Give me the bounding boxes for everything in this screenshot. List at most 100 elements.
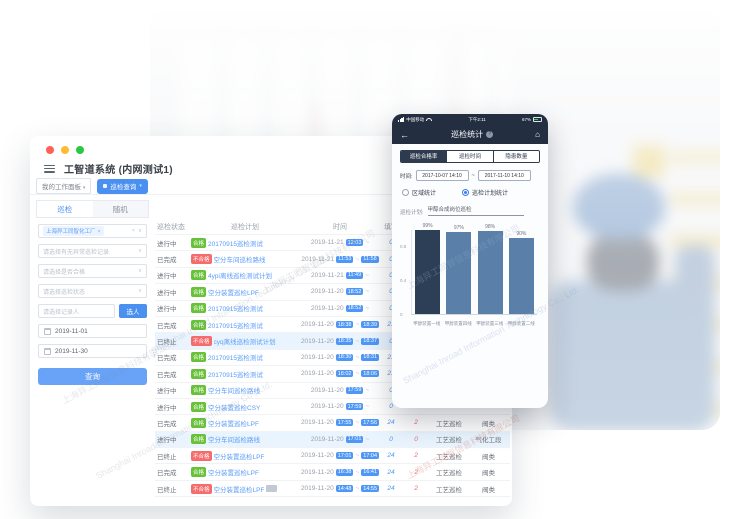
date-label: 2019-11-20 [300,452,334,460]
tilde: ~ [365,435,370,443]
tab-random[interactable]: 随机 [92,201,148,217]
row-plan: 合格 20170915巡检测试 [191,319,299,330]
table-row[interactable]: 已完成 合格 20170915巡检测试 2019-11-20 18:02 ~18:06 21 [155,366,510,383]
plan-link[interactable]: 20170915巡检测试 [208,355,263,363]
signal-icon [398,117,405,122]
menu-icon[interactable] [44,164,55,173]
table-row[interactable]: 进行中 合格 20170915巡检测试 2019-11-21 12:03 ~0 [155,235,510,252]
plan-link[interactable]: 空分车间巡检路线 [208,388,261,396]
time-range-row: 时间: 2017-10-07 14:10 ~ 2017-11-10 14:10 [400,170,540,181]
start-time-chip: 11:49 [345,271,364,279]
bar[interactable] [415,229,441,314]
row-fill-count: 0 [389,239,393,247]
bar[interactable] [477,230,503,314]
plan-label: 巡检计划: [400,210,424,216]
plan-link[interactable]: cyq离线巡检测试计划 [213,339,276,347]
row-time: 2019-11-20 18:35 ~18:37 [299,337,381,345]
tab-workspace[interactable]: 我的工作面板 ▾ [36,178,92,194]
query-button[interactable]: 查询 [38,368,147,385]
factory-select[interactable]: 上海异工同智化工厂 × × ∨ [38,224,147,238]
bar[interactable] [508,237,534,314]
tab-inspection-query[interactable]: 巡检查询 ▾ [97,178,148,194]
radio-option[interactable]: 巡检计划统计 [462,188,508,197]
pick-person-button[interactable]: 选人 [119,304,147,318]
tab-inspection[interactable]: 巡检 [37,201,93,217]
x-axis-label: 甲醇装置二线 [507,321,535,326]
table-row[interactable]: 已完成 合格 空分装置巡检LPF 2019-11-20 16:38 ~16:41 24 2 工艺… [155,464,510,481]
plan-link[interactable]: 20170915巡检测试 [208,371,263,379]
row-plan: 合格 空分装置巡检LPF [191,467,299,478]
table-row[interactable]: 已完成 不合格 空分车间巡检路线 2019-11-21 11:53 ~11:58 0 [155,251,510,268]
segment-tab[interactable]: 巡检时间 [446,151,493,162]
time-from-field[interactable]: 2017-10-07 14:10 [415,170,469,181]
start-time-chip: 18:52 [345,304,364,312]
row-category: 阀类 [482,486,495,494]
table-row[interactable]: 已完成 合格 20170915巡检测试 2019-11-20 18:38 ~18:39 21 [155,317,510,334]
segment-tab[interactable]: 隐患数量 [492,151,539,162]
bar[interactable] [446,231,472,314]
table-row[interactable]: 进行中 合格 4ypi离线巡检测试计划 2019-11-21 11:49 ~0 [155,268,510,285]
row-plan: 合格 20170915巡检测试 [191,352,299,363]
qualified-badge: 合格 [191,385,207,396]
plan-link[interactable]: 空分装置巡检LPF [208,289,259,297]
tilde: ~ [365,239,370,247]
table-row[interactable]: 进行中 合格 空分车间巡检路线 2019-11-20 17:01 ~0 0 工艺巡检 气化工段 [155,431,510,449]
tag-remove-icon[interactable]: × [97,229,101,235]
info-icon[interactable]: ? [486,131,494,138]
row-type: 工艺巡检 [436,437,462,445]
row-time: 2019-11-21 12:03 ~ [299,239,381,247]
table-row[interactable]: 进行中 合格 空分装置巡检CSY 2019-11-20 17:59 ~0 [155,399,510,416]
abnormal-record-select[interactable]: 请选择有无异常巡检记录 ∨ [38,244,147,258]
clear-icon[interactable]: × [131,228,135,234]
plan-link[interactable]: 空分装置巡检LPF [208,420,259,428]
close-button[interactable] [46,146,54,154]
zoom-button[interactable] [76,146,84,154]
row-fill-count: 21 [387,370,395,378]
stat-type-tabs: 巡检合格率 巡检时间 隐患数量 [400,150,540,163]
phone-mockup: 中国移动 下午2:11 67% ← 巡检统计? ⌂ 巡检合格率 巡检时间 隐患数量 … [392,114,548,408]
table-row[interactable]: 已终止 不合格 空分装置巡检LPF 2019-11-20 17:01 ~17:04 24 2 工… [155,448,510,465]
plan-link[interactable]: 20170915巡检测试 [208,322,263,330]
row-miss-count: 2 [414,485,418,493]
status-select[interactable]: 请选择巡检状态 ∨ [38,284,147,298]
minimize-button[interactable] [61,146,69,154]
back-icon[interactable]: ← [400,129,409,140]
row-time: 2019-11-20 18:02 ~18:06 [299,370,381,378]
qualified-badge: 不合格 [191,336,212,347]
plan-link[interactable]: 空分车间巡检路线 [208,437,261,445]
plan-value-field[interactable]: 甲醇合成岗位巡检 [427,205,524,216]
app-header: 工智道系统 (内网测试1) [44,161,173,176]
segment-tab[interactable]: 巡检合格率 [401,151,447,162]
plan-link[interactable]: 空分装置巡检LPF [213,486,265,494]
sidebar-collapse-icon[interactable]: ‹ [153,350,156,360]
row-plan: 合格 20170915巡检测试 [191,368,299,379]
recorder-input[interactable]: 请选择记录人 [38,304,115,318]
plan-link[interactable]: 20170915巡检测试 [208,306,263,314]
table-row[interactable]: 进行中 合格 20170915巡检测试 2019-11-20 18:52 ~0 [155,301,510,317]
row-miss-count: 2 [414,468,418,476]
radio-option[interactable]: 区域统计 [402,188,436,197]
time-to-field[interactable]: 2017-11-10 14:10 [477,170,531,181]
table-row[interactable]: 已终止 不合格 空分装置巡检LPF 2019-11-20 14:48 ~14:55 24 2 工… [155,481,510,498]
qualified-badge: 合格 [191,417,207,428]
plan-link[interactable]: 空分车间巡检路线 [213,257,266,265]
plan-link[interactable]: 空分装置巡检LPF [213,453,265,461]
table-row[interactable]: 已完成 合格 空分装置巡检LPF 2019-11-20 17:55 ~17:56 24 2 工艺… [155,415,510,432]
date-label: 2019-11-20 [300,419,334,427]
home-icon[interactable]: ⌂ [535,130,540,139]
qualified-select[interactable]: 请选择是否合格 ∨ [38,264,147,278]
plan-link[interactable]: 20170915巡检测试 [208,240,263,248]
table-row[interactable]: 进行中 合格 空分车间巡检路线 2019-11-20 17:59 ~0 [155,383,510,399]
row-miss-count: 0 [414,435,418,443]
plan-link[interactable]: 4ypi离线巡检测试计划 [208,273,272,281]
row-plan: 不合格 空分车间巡检路线 [191,254,299,265]
row-plan: 合格 20170915巡检测试 [191,303,299,314]
table-row[interactable]: 进行中 合格 空分装置巡检LPF 2019-11-20 18:52 ~0 [155,284,510,301]
table-row[interactable]: 已完成 合格 20170915巡检测试 2019-11-20 18:30 ~18:31 21 [155,350,510,367]
start-date-field[interactable]: 2019-11-01 [38,324,147,338]
row-plan: 合格 空分车间巡检路线 [191,385,299,396]
plan-link[interactable]: 空分装置巡检LPF [208,470,259,478]
plan-link[interactable]: 空分装置巡检CSY [208,404,261,412]
row-time: 2019-11-20 18:52 ~ [299,304,381,312]
end-date-field[interactable]: 2019-11-30 [38,344,147,358]
